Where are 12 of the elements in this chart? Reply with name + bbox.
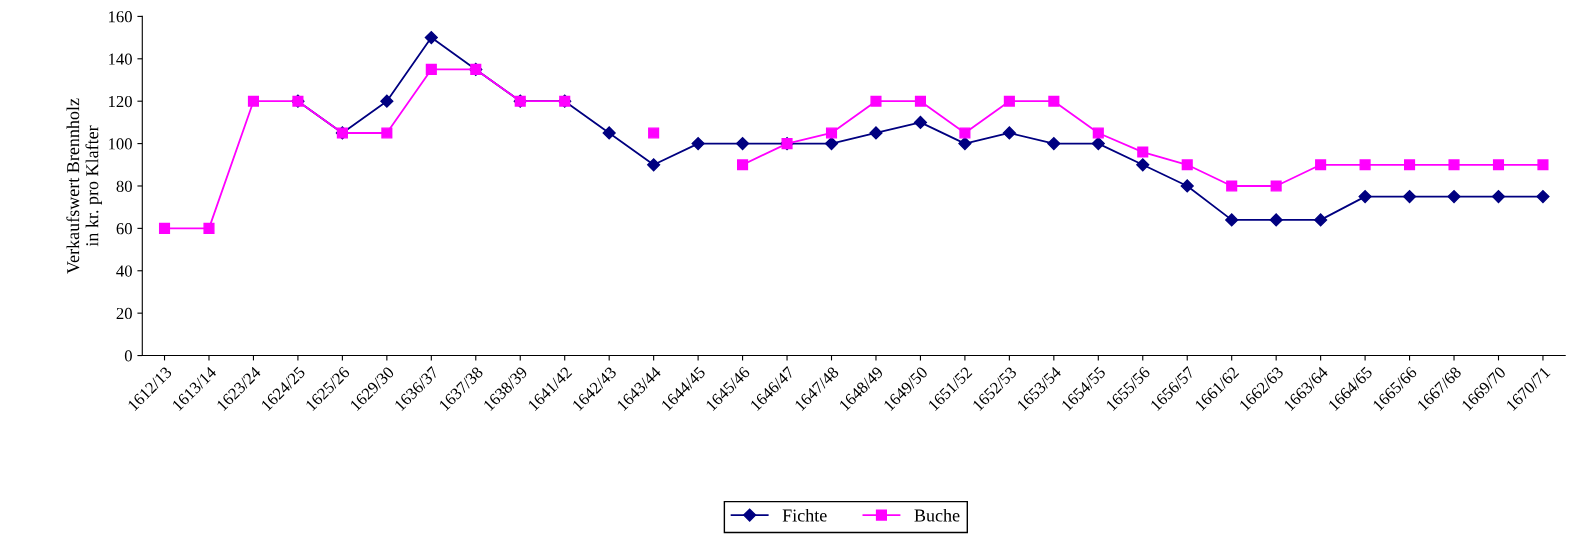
y-tick-label: 60 [116, 223, 132, 235]
y-tick-label: 20 [116, 307, 132, 320]
y-axis-title: Verkaufswert Brennholz in kr. pro Klafter [66, 98, 103, 274]
y-tick-label: 140 [109, 53, 132, 65]
y-tick-label: 160 [109, 11, 132, 23]
legend-label: Fichte [782, 508, 827, 522]
y-tick-label: 80 [116, 180, 132, 192]
legend-label: Buche [914, 508, 960, 522]
y-tick-label: 100 [109, 138, 132, 150]
y-tick-label: 40 [116, 265, 132, 277]
y-tick-label: 120 [109, 95, 132, 108]
y-tick-label: 0 [124, 350, 132, 362]
